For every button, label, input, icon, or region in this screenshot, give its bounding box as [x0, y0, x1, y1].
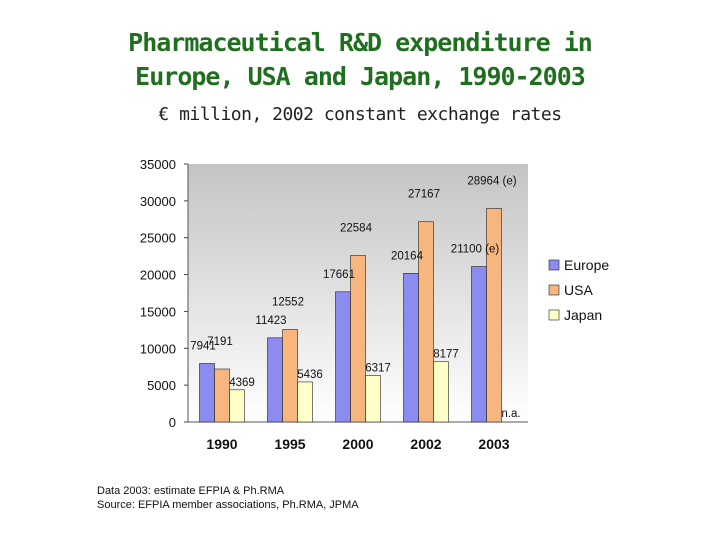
- y-tick-label: 10000: [140, 341, 176, 356]
- x-tick-label: 2003: [478, 436, 509, 452]
- bar-europe-2003: [471, 266, 487, 423]
- data-label: 5436: [297, 369, 323, 381]
- legend-swatch-japan: [548, 309, 560, 321]
- chart-subtitle: € million, 2002 constant exchange rates: [158, 104, 562, 125]
- bar-japan-2000: [365, 375, 381, 423]
- data-label: 4369: [229, 377, 255, 389]
- bar-usa-1990: [214, 368, 230, 423]
- bar-japan-1990: [229, 389, 245, 423]
- bar-usa-1995: [282, 329, 298, 423]
- data-label: 28964 (e): [467, 175, 516, 187]
- bar-japan-1995: [297, 381, 313, 423]
- bar-japan-2002: [433, 361, 449, 423]
- y-tick-label: 25000: [140, 231, 176, 246]
- bar-europe-1990: [199, 363, 215, 423]
- data-label: 7941: [190, 340, 216, 352]
- y-tick-label: 15000: [140, 304, 176, 319]
- x-tick-label: 2000: [342, 436, 373, 452]
- y-tick-label: 35000: [140, 157, 176, 172]
- data-label: n.a.: [501, 408, 520, 420]
- bar-europe-1995: [267, 337, 283, 423]
- legend-label-japan: Japan: [564, 307, 602, 323]
- data-label: 17661: [323, 269, 355, 281]
- data-label: 6317: [365, 362, 391, 374]
- legend-label-usa: USA: [564, 282, 593, 298]
- data-label: 27167: [408, 189, 440, 201]
- data-label: 12552: [272, 296, 304, 308]
- data-label: 20164: [391, 250, 424, 262]
- x-tick-label: 1990: [206, 436, 237, 452]
- chart-title-line-2: Europe, USA and Japan, 1990-2003: [135, 62, 586, 91]
- source-note: Source: EFPIA member associations, Ph.RM…: [97, 499, 359, 511]
- y-tick-label: 0: [169, 415, 176, 430]
- x-tick-label: 2002: [410, 436, 441, 452]
- data-label: 22584: [340, 223, 373, 235]
- bar-usa-2002: [418, 221, 434, 423]
- data-label: 7191: [207, 336, 233, 348]
- bar-usa-2000: [350, 255, 366, 423]
- x-tick-label: 1995: [274, 436, 305, 452]
- legend-label-europe: Europe: [564, 257, 609, 273]
- y-tick-label: 30000: [140, 194, 176, 209]
- chart-title-line-1: Pharmaceutical R&D expenditure in: [128, 28, 593, 57]
- legend-swatch-usa: [548, 284, 560, 296]
- data-note: Data 2003: estimate EFPIA & Ph.RMA: [97, 485, 285, 497]
- data-label: 21100 (e): [451, 243, 500, 255]
- bar-usa-2003: [486, 208, 502, 423]
- y-tick-label: 5000: [147, 378, 176, 393]
- data-label: 11423: [255, 315, 286, 327]
- data-label: 8177: [433, 349, 459, 361]
- legend-swatch-europe: [548, 259, 560, 271]
- bar-europe-2000: [335, 291, 351, 423]
- y-tick-label: 20000: [140, 268, 176, 283]
- bar-europe-2002: [403, 273, 419, 423]
